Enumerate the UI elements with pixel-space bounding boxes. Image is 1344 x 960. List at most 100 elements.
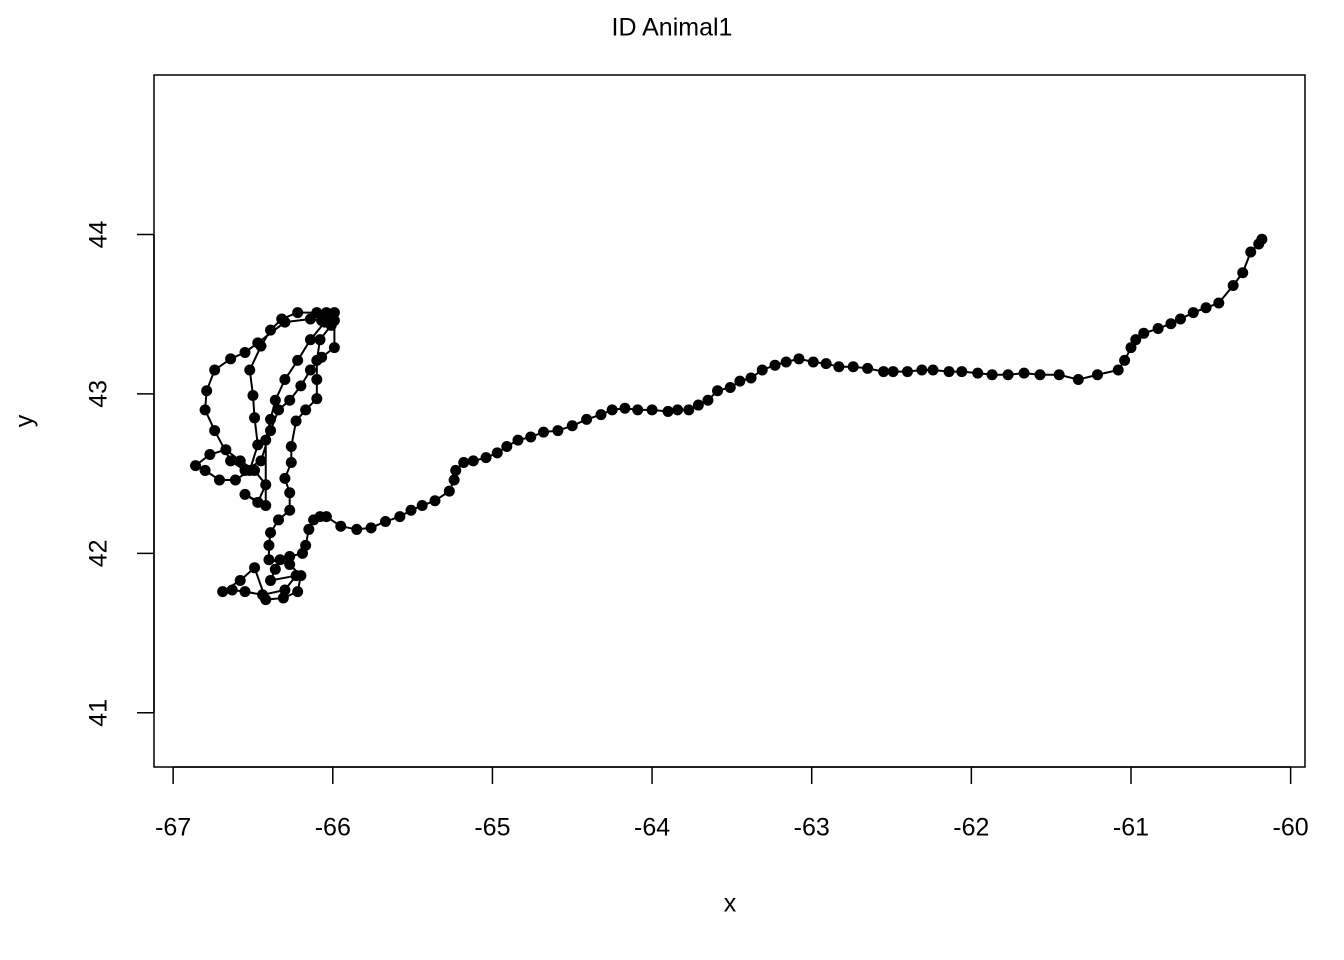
- point: [972, 367, 984, 379]
- point: [901, 366, 913, 378]
- point: [1237, 267, 1249, 279]
- point: [916, 364, 928, 376]
- point: [284, 559, 296, 571]
- x-tick-label: -64: [634, 814, 670, 842]
- point: [239, 586, 251, 598]
- point: [379, 515, 391, 527]
- point: [311, 393, 323, 405]
- x-axis-label: x: [724, 890, 737, 918]
- x-tick-label: -61: [1113, 814, 1149, 842]
- point: [314, 334, 326, 346]
- point: [820, 358, 832, 370]
- point: [239, 488, 251, 500]
- point: [209, 425, 221, 437]
- y-tick-label: 42: [85, 539, 113, 567]
- point: [284, 487, 296, 499]
- point: [252, 337, 264, 349]
- point: [512, 434, 524, 446]
- point: [263, 554, 275, 566]
- x-tick-label: -60: [1273, 814, 1309, 842]
- point: [249, 464, 261, 476]
- point: [416, 500, 428, 512]
- point: [1165, 318, 1177, 330]
- point: [279, 316, 291, 328]
- point: [862, 362, 874, 374]
- point: [943, 366, 955, 378]
- point: [295, 380, 307, 392]
- point: [269, 563, 281, 575]
- point: [303, 523, 315, 535]
- chart-title: ID Animal1: [612, 14, 733, 42]
- point: [269, 394, 281, 406]
- point: [292, 354, 304, 366]
- point: [745, 372, 757, 384]
- point: [632, 404, 644, 416]
- point: [1091, 369, 1103, 381]
- point: [683, 404, 695, 416]
- point: [308, 514, 320, 526]
- point: [285, 456, 297, 468]
- x-tick-label: -67: [155, 814, 191, 842]
- x-tick-label: -65: [474, 814, 510, 842]
- point: [260, 594, 272, 606]
- point: [213, 474, 225, 486]
- point: [646, 404, 658, 416]
- y-axis-label: y: [11, 414, 39, 427]
- point: [225, 353, 237, 365]
- plot-frame: [153, 74, 1306, 768]
- point: [328, 342, 340, 354]
- point: [199, 404, 211, 416]
- point: [265, 425, 277, 437]
- point: [1002, 369, 1014, 381]
- point: [239, 346, 251, 358]
- point: [335, 520, 347, 532]
- point: [450, 464, 462, 476]
- point: [847, 361, 859, 373]
- point: [351, 523, 363, 535]
- point: [443, 485, 455, 497]
- point: [199, 464, 211, 476]
- point: [1018, 367, 1030, 379]
- point: [260, 500, 272, 512]
- y-tick-label: 43: [85, 380, 113, 408]
- point: [595, 409, 607, 421]
- point: [292, 307, 304, 319]
- point: [927, 364, 939, 376]
- point: [887, 366, 899, 378]
- point: [274, 554, 286, 566]
- point: [702, 394, 714, 406]
- point: [249, 412, 261, 424]
- point: [295, 570, 307, 582]
- point: [405, 504, 417, 516]
- point: [284, 504, 296, 516]
- point: [217, 586, 229, 598]
- point: [956, 366, 968, 378]
- point: [277, 592, 289, 604]
- point: [234, 574, 246, 586]
- point: [1187, 307, 1199, 319]
- point: [204, 448, 216, 460]
- point: [491, 447, 503, 459]
- x-tick-label: -66: [315, 814, 351, 842]
- point: [265, 527, 277, 539]
- x-tick-label: -63: [794, 814, 830, 842]
- point: [239, 464, 251, 476]
- point: [807, 356, 819, 368]
- point: [581, 413, 593, 425]
- point: [209, 364, 221, 376]
- point: [1174, 313, 1186, 325]
- point: [292, 586, 304, 598]
- point: [279, 374, 291, 386]
- point: [724, 382, 736, 394]
- point: [324, 313, 336, 325]
- x-tick-label: -62: [953, 814, 989, 842]
- point: [1112, 364, 1124, 376]
- point: [448, 474, 460, 486]
- point: [793, 353, 805, 365]
- point: [480, 452, 492, 464]
- point: [290, 415, 302, 427]
- point: [247, 389, 259, 401]
- point: [672, 404, 684, 416]
- point: [190, 460, 202, 472]
- point: [538, 426, 550, 438]
